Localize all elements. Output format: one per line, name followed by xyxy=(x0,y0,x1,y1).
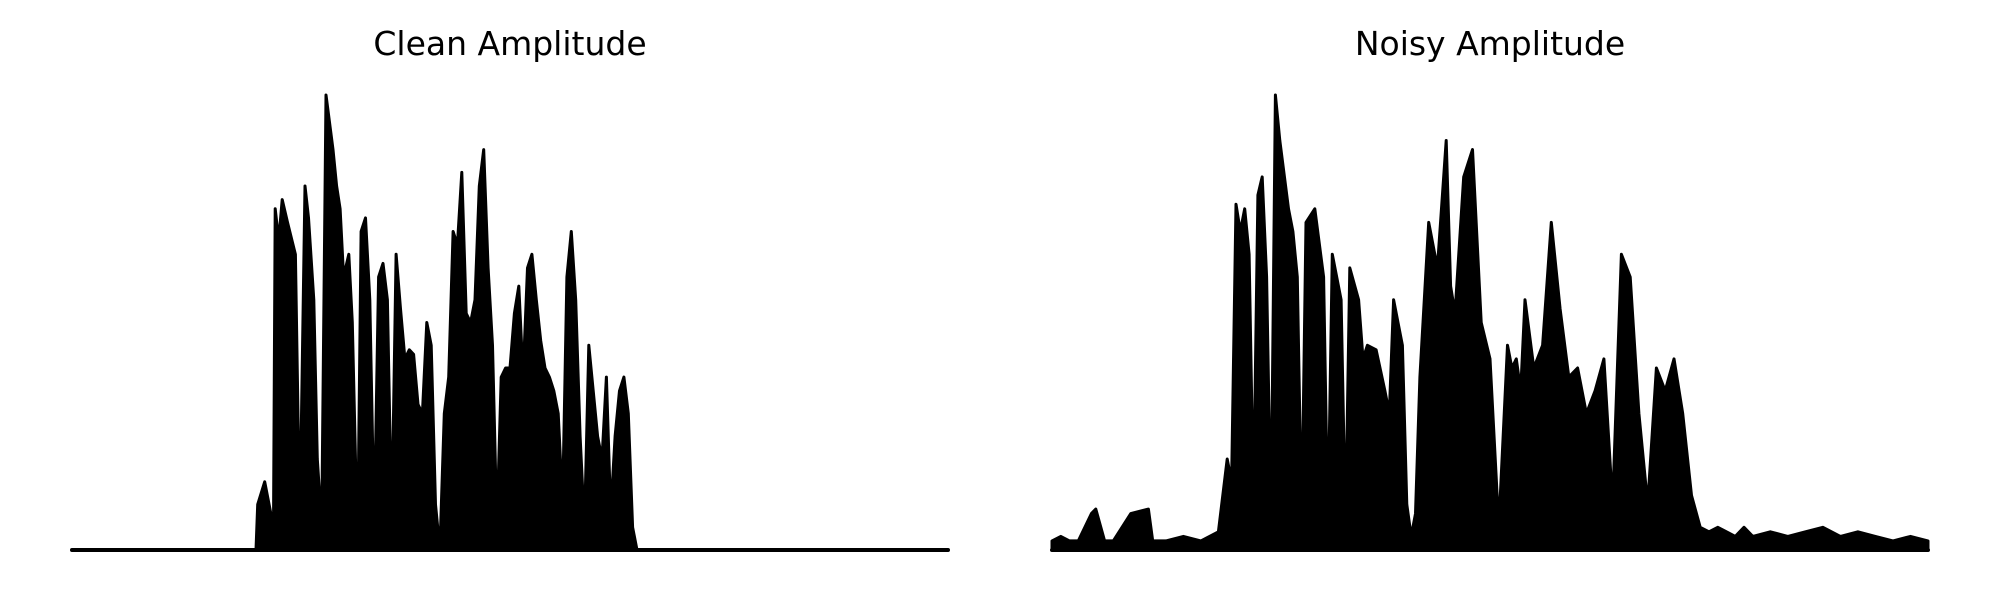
noisy-amplitude-chart xyxy=(1020,0,1960,600)
clean-amplitude-chart xyxy=(40,0,980,600)
noisy-amplitude-panel: Noisy Amplitude xyxy=(1020,0,1960,600)
amplitude-area-series-1 xyxy=(1052,95,1928,550)
clean-amplitude-panel: Clean Amplitude xyxy=(40,0,980,600)
amplitude-area-series-1 xyxy=(72,95,948,550)
